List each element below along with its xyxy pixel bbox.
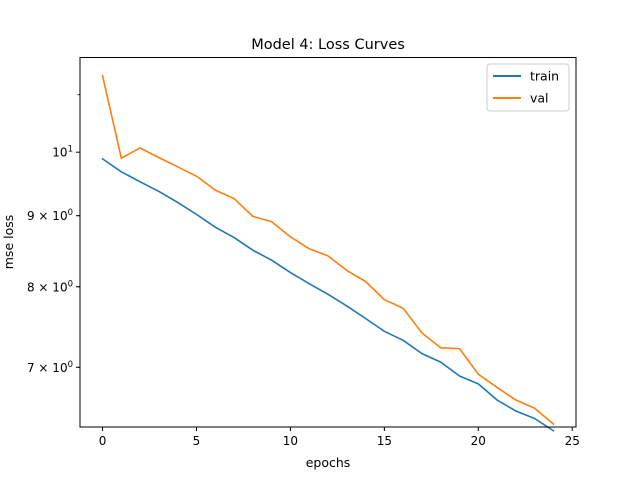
x-tick-label: 10 <box>283 434 298 448</box>
y-tick-label: 8 × 100 <box>27 279 73 294</box>
legend-label-val: val <box>530 91 549 106</box>
x-tick-label: 5 <box>193 434 201 448</box>
series-line-train <box>101 157 555 432</box>
x-axis-label: epochs <box>306 455 351 470</box>
y-tick-label: 7 × 100 <box>27 360 73 375</box>
x-tick-label: 20 <box>471 434 486 448</box>
series-line-val <box>101 74 555 426</box>
x-tick-label: 15 <box>377 434 392 448</box>
plot-layer: 0 5 10 15 20 25 101 9 × 100 8 × 100 7 × 100 <box>27 74 580 448</box>
legend: train val <box>486 63 570 112</box>
plot-frame <box>79 57 577 428</box>
y-tick-label: 101 <box>52 145 73 160</box>
x-tick-label: 25 <box>565 434 580 448</box>
y-axis-label: mse loss <box>1 215 16 270</box>
legend-label-train: train <box>530 69 559 84</box>
chart-title: Model 4: Loss Curves <box>251 37 405 53</box>
x-tick-label: 0 <box>99 434 107 448</box>
y-tick-label: 9 × 100 <box>27 208 73 223</box>
